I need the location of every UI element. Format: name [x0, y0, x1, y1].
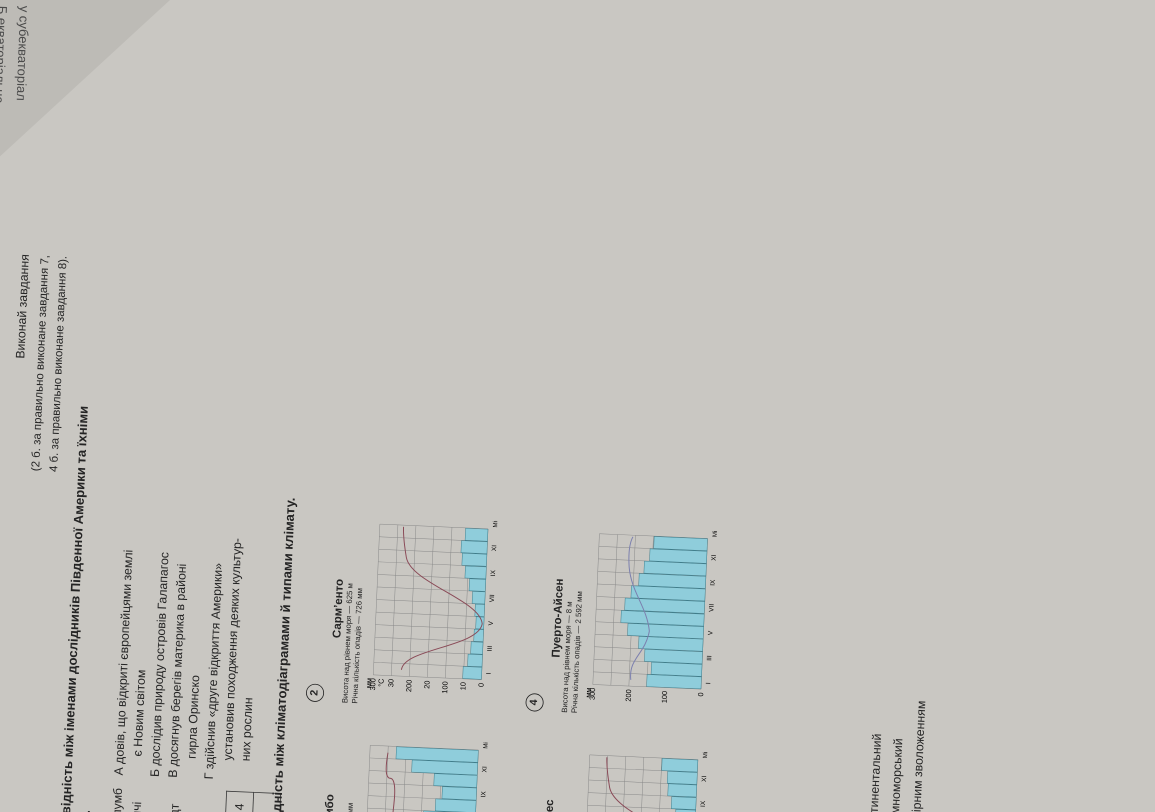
svg-text:XI: XI: [481, 766, 488, 773]
svg-text:200: 200: [623, 689, 633, 702]
svg-text:V: V: [488, 620, 495, 625]
svg-text:XI: XI: [701, 775, 708, 782]
svg-text:IX: IX: [709, 579, 716, 586]
svg-text:°C: °C: [376, 678, 385, 687]
svg-text:300: 300: [587, 688, 597, 701]
svg-text:I: I: [485, 672, 492, 674]
svg-text:IX: IX: [480, 790, 487, 797]
svg-text:V: V: [707, 630, 714, 635]
svg-text:100: 100: [660, 691, 670, 704]
svg-text:200: 200: [404, 680, 414, 693]
svg-text:100: 100: [440, 681, 450, 694]
svg-text:0: 0: [696, 692, 705, 696]
svg-text:III: III: [486, 645, 493, 651]
svg-text:Місяці: Місяці: [492, 515, 500, 527]
svg-text:IX: IX: [700, 800, 707, 807]
svg-text:20: 20: [422, 680, 431, 689]
svg-text:10: 10: [458, 682, 467, 691]
svg-text:0: 0: [476, 683, 485, 687]
svg-text:XI: XI: [491, 545, 498, 552]
svg-text:III: III: [706, 655, 713, 661]
svg-text:VII: VII: [708, 604, 715, 612]
svg-text:Місяці: Місяці: [482, 737, 490, 749]
svg-text:Місяці: Місяці: [711, 525, 719, 537]
svg-text:IX: IX: [490, 569, 497, 576]
svg-text:VII: VII: [489, 594, 496, 602]
svg-text:XI: XI: [710, 554, 717, 561]
svg-text:I: I: [705, 682, 712, 684]
svg-text:Місяці: Місяці: [702, 746, 710, 758]
svg-text:30: 30: [386, 679, 395, 688]
